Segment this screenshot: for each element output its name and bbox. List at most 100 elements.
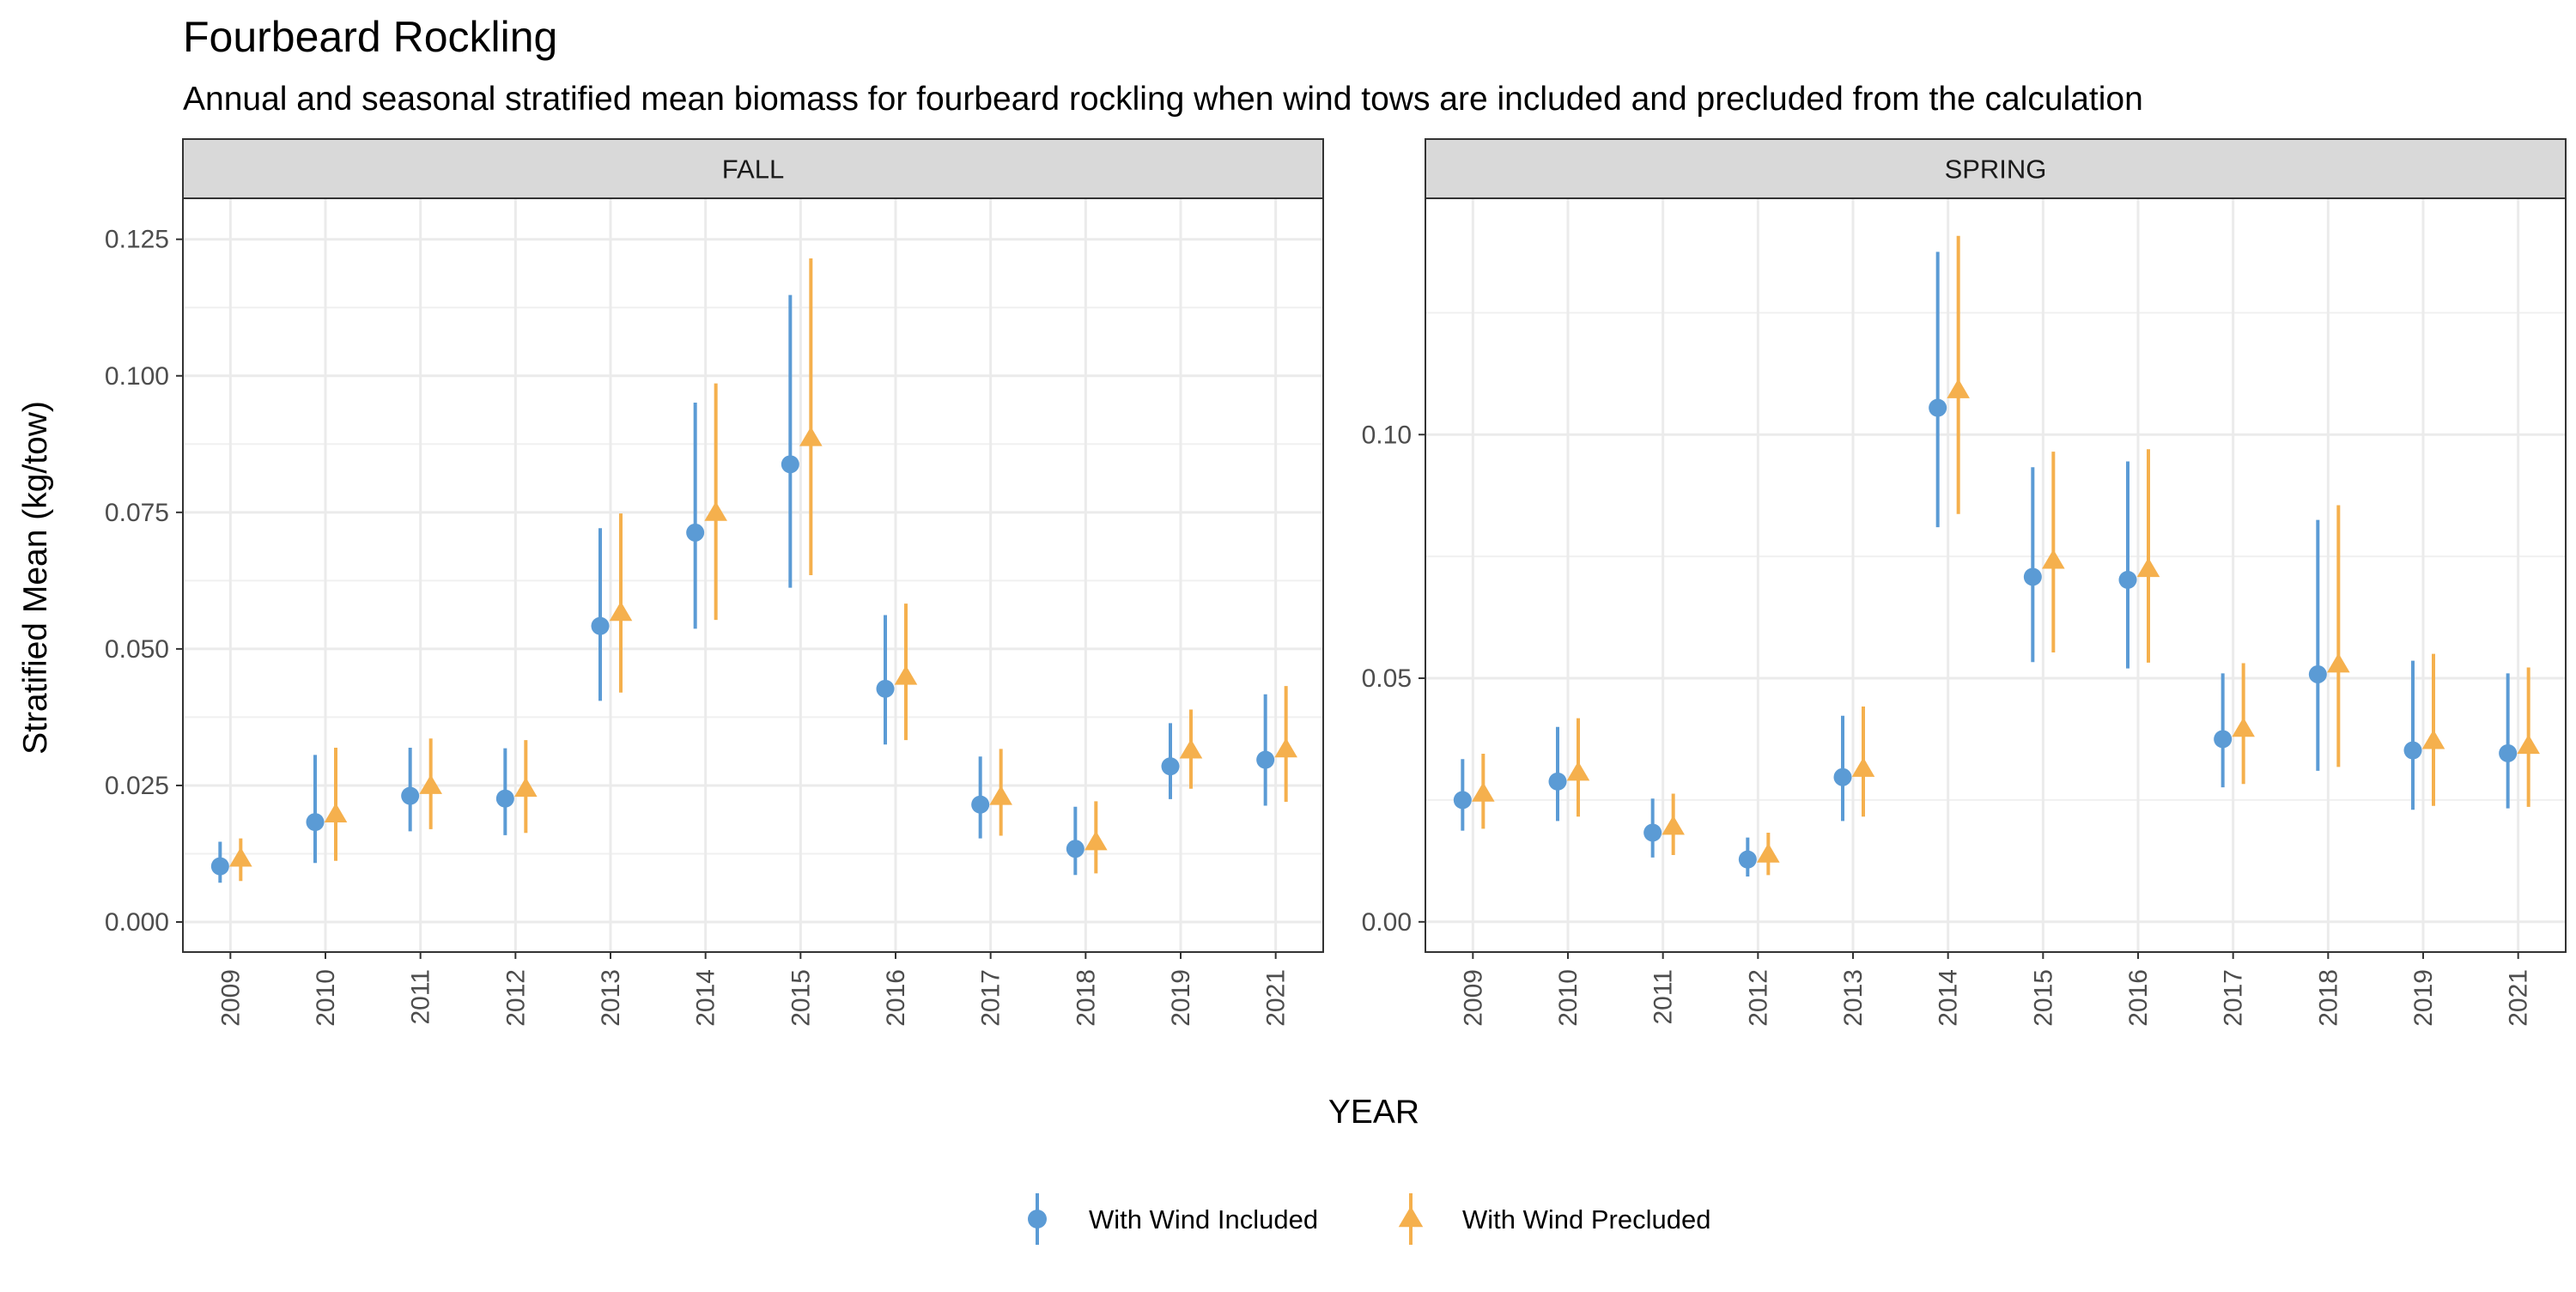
x-tick-label: 2009 bbox=[1459, 969, 1487, 1027]
y-tick-label: 0.000 bbox=[105, 908, 169, 937]
data-point bbox=[1179, 738, 1203, 759]
data-point bbox=[1643, 823, 1662, 842]
data-point bbox=[401, 786, 420, 805]
data-point bbox=[1833, 767, 1852, 786]
strip-background bbox=[1425, 138, 2567, 199]
data-point bbox=[686, 523, 705, 542]
data-point bbox=[1472, 782, 1495, 802]
data-point bbox=[2327, 652, 2350, 673]
plot-background bbox=[1425, 198, 2566, 952]
chart-subtitle: Annual and seasonal stratified mean biom… bbox=[183, 81, 2143, 118]
legend: With Wind Included With Wind Precluded bbox=[1028, 1193, 1710, 1245]
plot-background bbox=[183, 198, 1323, 952]
x-tick-label: 2011 bbox=[1649, 969, 1678, 1025]
y-tick-label: 0.050 bbox=[105, 635, 169, 664]
data-point bbox=[1851, 757, 1875, 777]
x-tick-label: 2010 bbox=[312, 969, 340, 1027]
legend-key-symbol bbox=[1028, 1210, 1047, 1228]
data-point bbox=[210, 857, 229, 876]
y-tick-label: 0.00 bbox=[1362, 908, 1412, 937]
data-point bbox=[2308, 664, 2327, 683]
x-tick-label: 2018 bbox=[1072, 969, 1100, 1027]
x-tick-label: 2009 bbox=[216, 969, 245, 1027]
legend-item: With Wind Precluded bbox=[1398, 1193, 1710, 1245]
chart-title: Fourbeard Rockling bbox=[183, 13, 557, 61]
x-tick-label: 2017 bbox=[977, 969, 1005, 1027]
data-point bbox=[2214, 730, 2233, 749]
x-tick-label: 2016 bbox=[882, 969, 910, 1027]
x-tick-label: 2021 bbox=[2505, 969, 2533, 1027]
data-point bbox=[1947, 379, 1970, 398]
data-point bbox=[591, 616, 610, 635]
data-point bbox=[1566, 761, 1590, 781]
x-tick-label: 2015 bbox=[2029, 969, 2057, 1027]
data-point bbox=[1662, 815, 1685, 835]
data-point bbox=[1084, 830, 1108, 851]
data-point bbox=[1929, 398, 1947, 417]
data-point bbox=[2403, 741, 2422, 760]
legend-key-symbol bbox=[1398, 1206, 1424, 1228]
y-tick-label: 0.10 bbox=[1362, 421, 1412, 449]
x-tick-label: 2010 bbox=[1554, 969, 1583, 1027]
data-point bbox=[799, 426, 823, 446]
data-point bbox=[1274, 737, 1297, 758]
data-point bbox=[419, 774, 442, 794]
data-point bbox=[1757, 843, 1780, 863]
data-point bbox=[229, 846, 252, 867]
data-point bbox=[894, 664, 918, 685]
data-point bbox=[1161, 757, 1180, 776]
data-point bbox=[514, 777, 538, 798]
data-point bbox=[1453, 791, 1472, 810]
x-tick-label: 2021 bbox=[1262, 969, 1291, 1027]
data-point bbox=[609, 601, 633, 622]
x-tick-label: 2019 bbox=[2409, 969, 2438, 1027]
y-tick-label: 0.075 bbox=[105, 499, 169, 527]
data-point bbox=[2118, 570, 2137, 589]
series-with-wind-precluded bbox=[1472, 235, 2540, 876]
data-point bbox=[306, 813, 325, 832]
x-axis-title: YEAR bbox=[1328, 1094, 1419, 1131]
legend-label: With Wind Included bbox=[1089, 1204, 1318, 1234]
data-point bbox=[971, 795, 990, 814]
data-point bbox=[1738, 850, 1757, 869]
legend-label: With Wind Precluded bbox=[1462, 1204, 1710, 1234]
strip-label: SPRING bbox=[1945, 155, 2047, 185]
data-point bbox=[495, 789, 514, 808]
data-point bbox=[1256, 750, 1275, 769]
legend-item: With Wind Included bbox=[1028, 1193, 1318, 1245]
panel-spring: 0.00 0.05 0.10 2009 2010 2011 2012 2013 2014 2015… bbox=[1362, 138, 2567, 1027]
data-point bbox=[324, 803, 348, 822]
y-tick-label: 0.025 bbox=[105, 772, 169, 800]
x-tick-label: 2017 bbox=[2220, 969, 2248, 1027]
x-tick-label: 2019 bbox=[1167, 969, 1195, 1027]
data-point bbox=[2499, 743, 2518, 762]
y-tick-label: 0.125 bbox=[105, 226, 169, 254]
data-point bbox=[1548, 772, 1567, 791]
series-with-wind-included bbox=[210, 294, 1275, 883]
y-tick-label: 0.05 bbox=[1362, 664, 1412, 693]
data-point bbox=[1066, 840, 1084, 858]
x-tick-label: 2014 bbox=[1935, 969, 1963, 1027]
data-point bbox=[876, 679, 895, 698]
x-tick-label: 2013 bbox=[1839, 969, 1868, 1027]
panels: 0.000 0.025 0.050 0.075 0.100 0.125 2009 2010 20… bbox=[105, 138, 2567, 1027]
data-point bbox=[2517, 734, 2540, 755]
data-point bbox=[2042, 549, 2065, 569]
x-tick-label: 2016 bbox=[2124, 969, 2153, 1027]
x-tick-label: 2011 bbox=[407, 969, 435, 1025]
panel-fall: 0.000 0.025 0.050 0.075 0.100 0.125 2009 2010 20… bbox=[105, 138, 1324, 1027]
series-with-wind-included bbox=[1453, 252, 2518, 877]
x-tick-label: 2012 bbox=[1744, 969, 1772, 1027]
x-tick-label: 2012 bbox=[501, 969, 530, 1027]
strip-label: FALL bbox=[722, 155, 784, 185]
x-tick-label: 2015 bbox=[787, 969, 815, 1027]
y-axis-title: Stratified Mean (kg/tow) bbox=[17, 401, 54, 755]
data-point bbox=[989, 785, 1012, 805]
data-point bbox=[781, 455, 799, 474]
data-point bbox=[2232, 717, 2255, 737]
data-point bbox=[2136, 557, 2160, 578]
x-tick-label: 2013 bbox=[597, 969, 625, 1027]
y-tick-label: 0.100 bbox=[105, 362, 169, 391]
